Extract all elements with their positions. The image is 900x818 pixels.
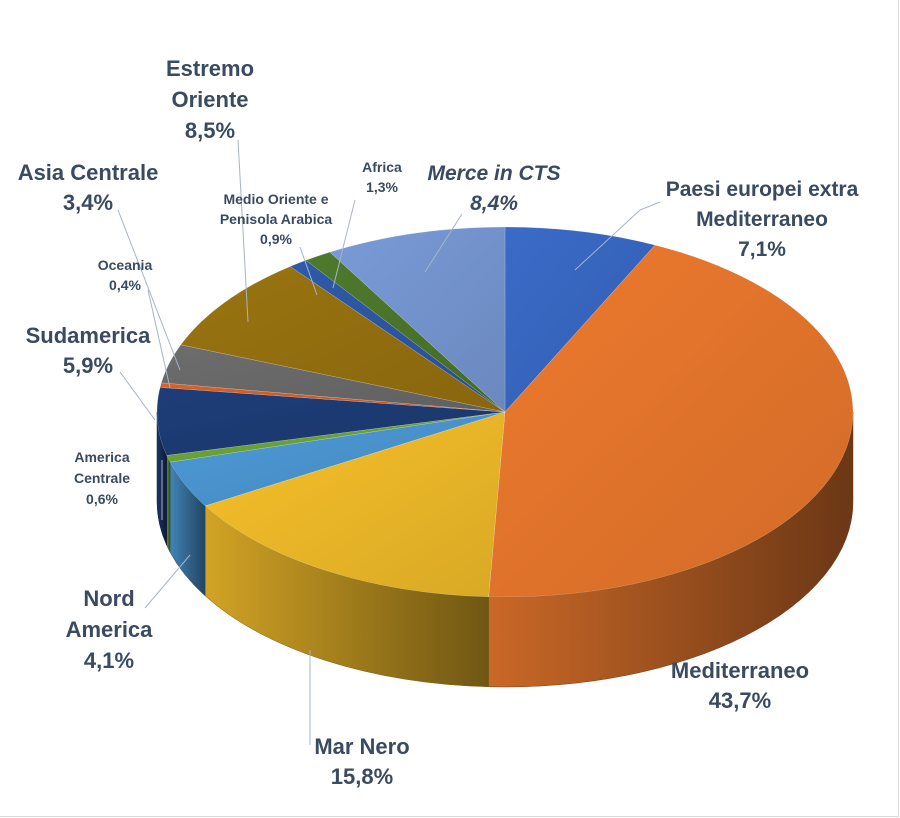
pie-slice-nord-america bbox=[169, 411, 506, 507]
pie-slice-medio-oriente-e-penisola-arabica bbox=[289, 260, 506, 413]
slice-value-estremo-oriente: 8,5% bbox=[185, 118, 235, 143]
slice-name-merce-in-cts: Merce in CTS bbox=[427, 162, 560, 185]
leader-line-asia-centrale bbox=[117, 209, 181, 371]
pie-slice-oceania bbox=[159, 382, 506, 413]
leader-line-oceania bbox=[147, 289, 171, 389]
slice-name-sudamerica: Sudamerica bbox=[26, 323, 151, 348]
slice-name-asia-centrale: Asia Centrale bbox=[18, 160, 159, 185]
slice-value-mediterraneo: 43,7% bbox=[709, 688, 771, 713]
pie-slice-sudamerica bbox=[156, 387, 506, 456]
pie-slice-merce-in-cts bbox=[329, 226, 506, 413]
slice-name-mediterraneo: Mediterraneo bbox=[671, 658, 809, 683]
leader-line-medio-oriente-e-penisola-arabica bbox=[299, 246, 318, 296]
leader-line-paesi-europei-extra-mediterraneo bbox=[574, 201, 661, 271]
slice-value-africa: 1,3% bbox=[366, 179, 398, 195]
slice-name-medio-oriente-e-penisola-arabica: Medio Oriente e Penisola Arabica bbox=[220, 191, 333, 227]
slice-name-nord-america: Nord America bbox=[66, 586, 154, 642]
slice-value-medio-oriente-e-penisola-arabica: 0,9% bbox=[260, 231, 292, 247]
slice-value-paesi-europei-extra-mediterraneo: 7,1% bbox=[738, 238, 786, 261]
slice-value-asia-centrale: 3,4% bbox=[63, 190, 113, 215]
pie-side-america-centrale bbox=[166, 455, 171, 553]
slice-value-merce-in-cts: 8,4% bbox=[470, 192, 518, 215]
leader-line-africa bbox=[332, 199, 356, 289]
slice-name-oceania: Oceania bbox=[98, 257, 153, 273]
slice-value-sudamerica: 5,9% bbox=[63, 353, 113, 378]
leader-lines bbox=[117, 139, 661, 745]
pie-slice-asia-centrale bbox=[161, 344, 506, 413]
leader-line-estremo-oriente bbox=[237, 139, 249, 323]
slice-name-mar-nero: Mar Nero bbox=[314, 734, 409, 759]
pie-slice-mediterraneo bbox=[488, 244, 854, 598]
slice-value-mar-nero: 15,8% bbox=[331, 764, 393, 789]
slice-name-africa: Africa bbox=[362, 159, 402, 175]
leader-line-merce-in-cts bbox=[424, 213, 463, 273]
slice-labels: Paesi europei extra Mediterraneo 7,1% Medit… bbox=[18, 56, 859, 789]
pie-slice-africa bbox=[305, 251, 506, 413]
slice-value-nord-america: 4,1% bbox=[84, 648, 134, 673]
leader-line-nord-america bbox=[144, 554, 191, 609]
pie-slice-mar-nero bbox=[204, 411, 506, 597]
pie-top bbox=[156, 226, 854, 598]
slice-name-paesi-europei-extra-mediterraneo: Paesi europei extra Mediterraneo bbox=[666, 178, 859, 231]
slice-name-estremo-oriente: Estremo Oriente bbox=[166, 56, 254, 112]
leader-line-sudamerica bbox=[119, 371, 156, 421]
pie-slice-paesi-europei-extra-mediterraneo bbox=[504, 226, 656, 413]
slice-name-america-centrale: America Centrale bbox=[74, 449, 130, 486]
slice-value-oceania: 0,4% bbox=[109, 277, 141, 293]
slice-value-america-centrale: 0,6% bbox=[86, 491, 118, 507]
pie-slice-america-centrale bbox=[166, 411, 506, 463]
pie-slice-estremo-oriente bbox=[180, 266, 506, 413]
